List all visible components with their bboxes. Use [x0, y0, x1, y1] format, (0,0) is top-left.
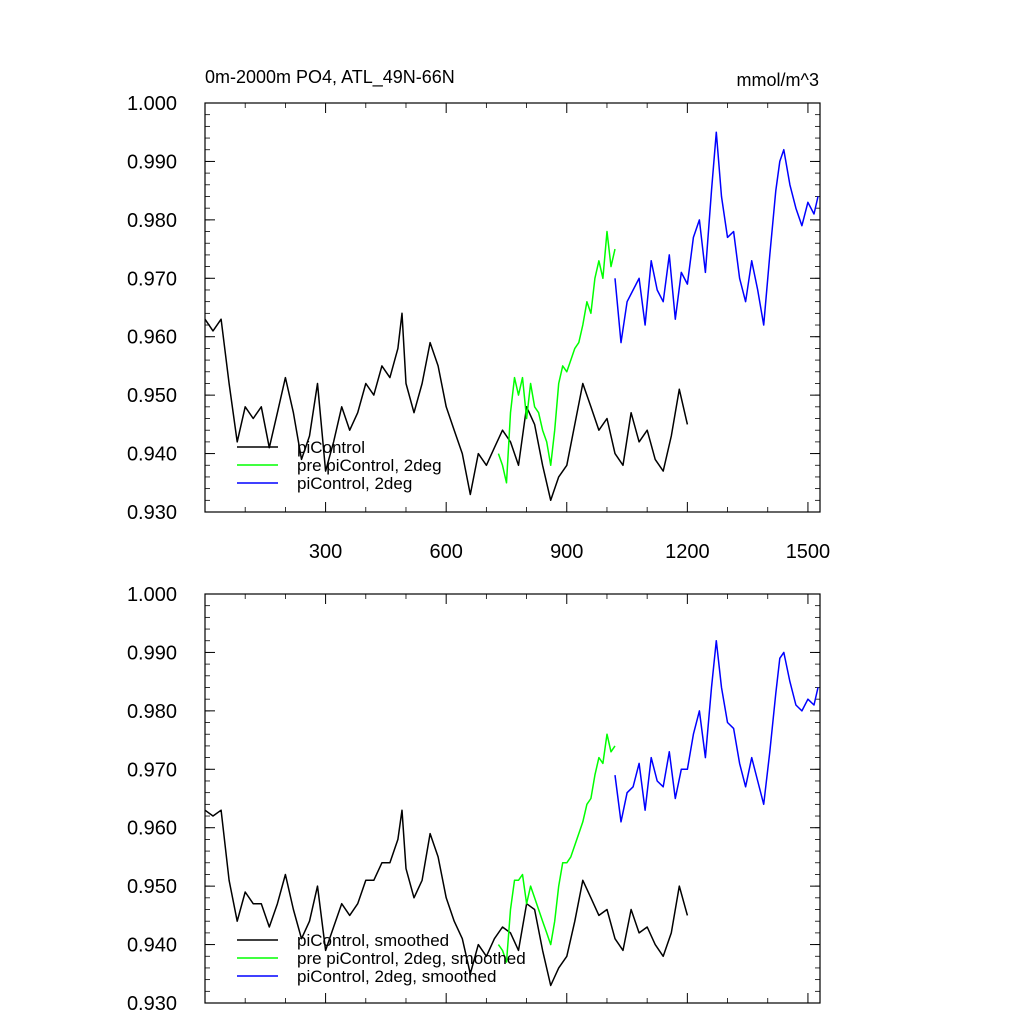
top-panel: 0.930 0.940 0.950 0.960 0.970 0.980 0.990 1.000… — [127, 93, 830, 563]
y-tick-label: 0.960 — [127, 327, 177, 349]
x-tick-label: 1200 — [665, 541, 710, 563]
series-line-0 — [204, 809, 689, 987]
chart-title: 0m-2000m PO4, ATL_49N-66N — [205, 67, 455, 88]
legend-label: piControl, 2deg — [297, 474, 412, 493]
series-line-0 — [204, 312, 689, 502]
legend-label: pre piControl, 2deg, smoothed — [297, 949, 526, 968]
series-line-1 — [497, 733, 616, 963]
x-tick-label: 600 — [429, 541, 462, 563]
plot-frame — [204, 102, 821, 513]
x-tick-label: 900 — [550, 541, 583, 563]
y-tick-label: 0.970 — [127, 759, 177, 781]
y-tick-label: 0.930 — [127, 502, 177, 524]
y-tick-label: 0.990 — [127, 151, 177, 173]
series-line-1 — [497, 230, 616, 484]
legend-label: piControl, smoothed — [297, 931, 449, 950]
y-tick-label: 0.940 — [127, 935, 177, 957]
series-line-2 — [614, 131, 819, 344]
y-tick-label: 0.990 — [127, 642, 177, 664]
units-label: mmol/m^3 — [737, 70, 819, 90]
x-tick-label: 1500 — [786, 541, 831, 563]
y-tick-label: 0.950 — [127, 385, 177, 407]
y-tick-label: 1.000 — [127, 93, 177, 115]
bottom-panel: 0.930 0.940 0.950 0.960 0.970 0.980 0.990 1.000… — [127, 584, 821, 1015]
legend-label: piControl — [297, 438, 365, 457]
y-tick-label: 0.980 — [127, 210, 177, 232]
legend-label: pre piControl, 2deg — [297, 456, 442, 475]
y-tick-label: 1.000 — [127, 584, 177, 606]
y-tick-label: 0.980 — [127, 701, 177, 723]
x-tick-label: 300 — [309, 541, 342, 563]
y-tick-label: 0.970 — [127, 268, 177, 290]
y-tick-label: 0.950 — [127, 876, 177, 898]
plot-frame — [204, 593, 821, 1004]
y-tick-label: 0.960 — [127, 818, 177, 840]
y-tick-label: 0.930 — [127, 993, 177, 1015]
series-line-2 — [614, 639, 819, 823]
y-tick-label: 0.940 — [127, 444, 177, 466]
legend-label: piControl, 2deg, smoothed — [297, 967, 496, 986]
